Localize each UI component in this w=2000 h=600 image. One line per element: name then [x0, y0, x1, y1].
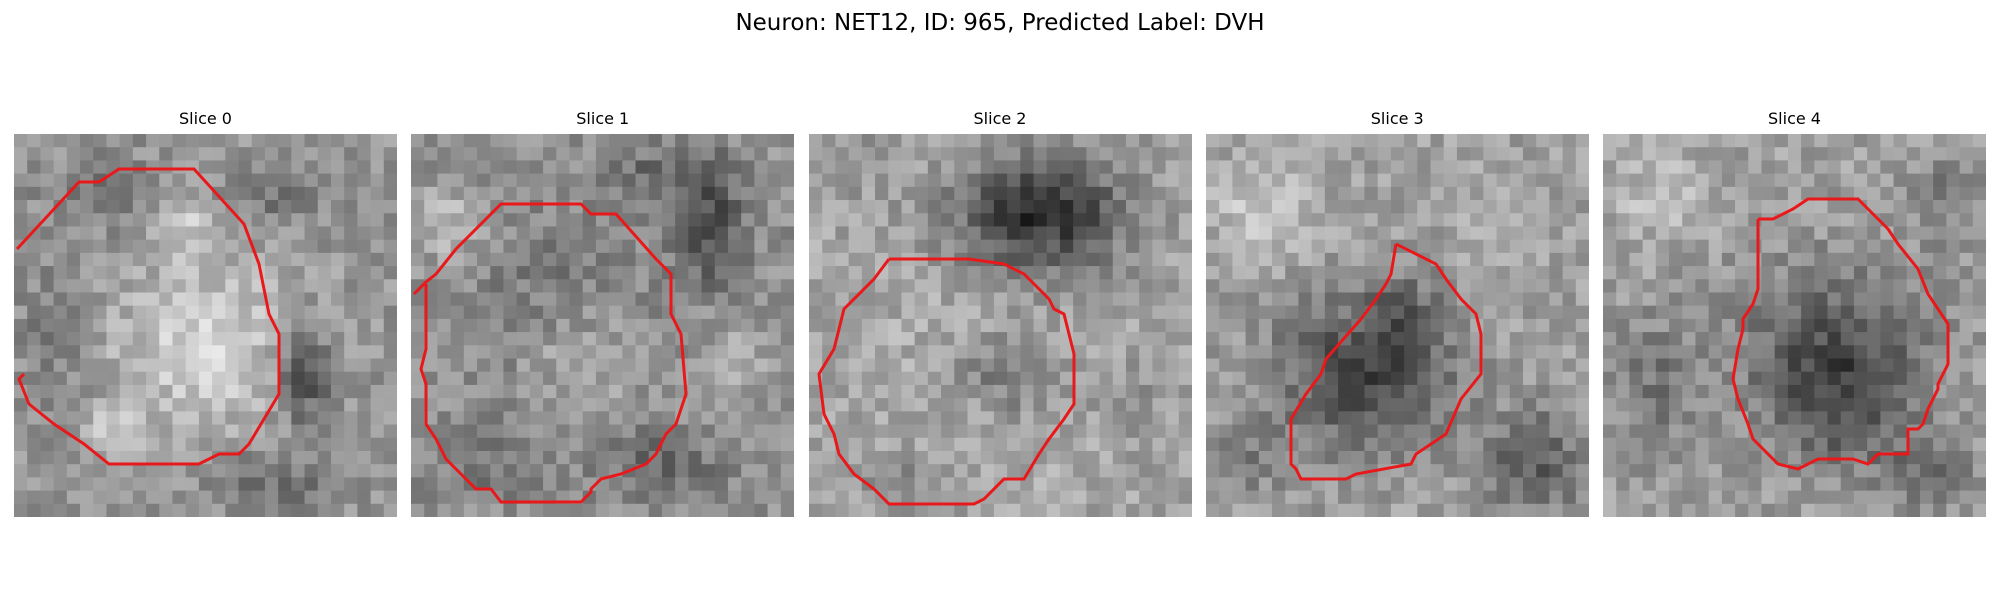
- slice-panel-0: Slice 0: [14, 108, 397, 518]
- slice-panel-4: Slice 4: [1603, 108, 1986, 518]
- slice-panel-1: Slice 1: [411, 108, 795, 518]
- segmentation-contour: [1731, 197, 1950, 471]
- segmentation-contour: [816, 257, 1075, 506]
- segmentation-contour: [15, 167, 281, 466]
- slice-image-2: [808, 134, 1192, 517]
- segmentation-contour: [413, 202, 688, 504]
- slice-panel-3: Slice 3: [1205, 108, 1589, 518]
- figure-title: Neuron: NET12, ID: 965, Predicted Label:…: [735, 10, 1265, 36]
- segmentation-contour: [1289, 242, 1483, 481]
- slice-title-0: Slice 0: [179, 109, 232, 128]
- slice-image-1: [411, 134, 795, 517]
- slice-image-4: [1603, 134, 1986, 517]
- slice-image-3: [1205, 134, 1589, 517]
- slice-title-3: Slice 3: [1370, 109, 1424, 128]
- slice-image-0: [14, 134, 397, 517]
- slice-panel-2: Slice 2: [808, 108, 1192, 518]
- slice-title-1: Slice 1: [576, 109, 630, 128]
- slice-title-2: Slice 2: [973, 109, 1027, 128]
- slice-title-4: Slice 4: [1768, 109, 1821, 128]
- slice-panels: Slice 0 Slice 1 Slice 2 Slice 3 Slice 4: [14, 108, 1986, 518]
